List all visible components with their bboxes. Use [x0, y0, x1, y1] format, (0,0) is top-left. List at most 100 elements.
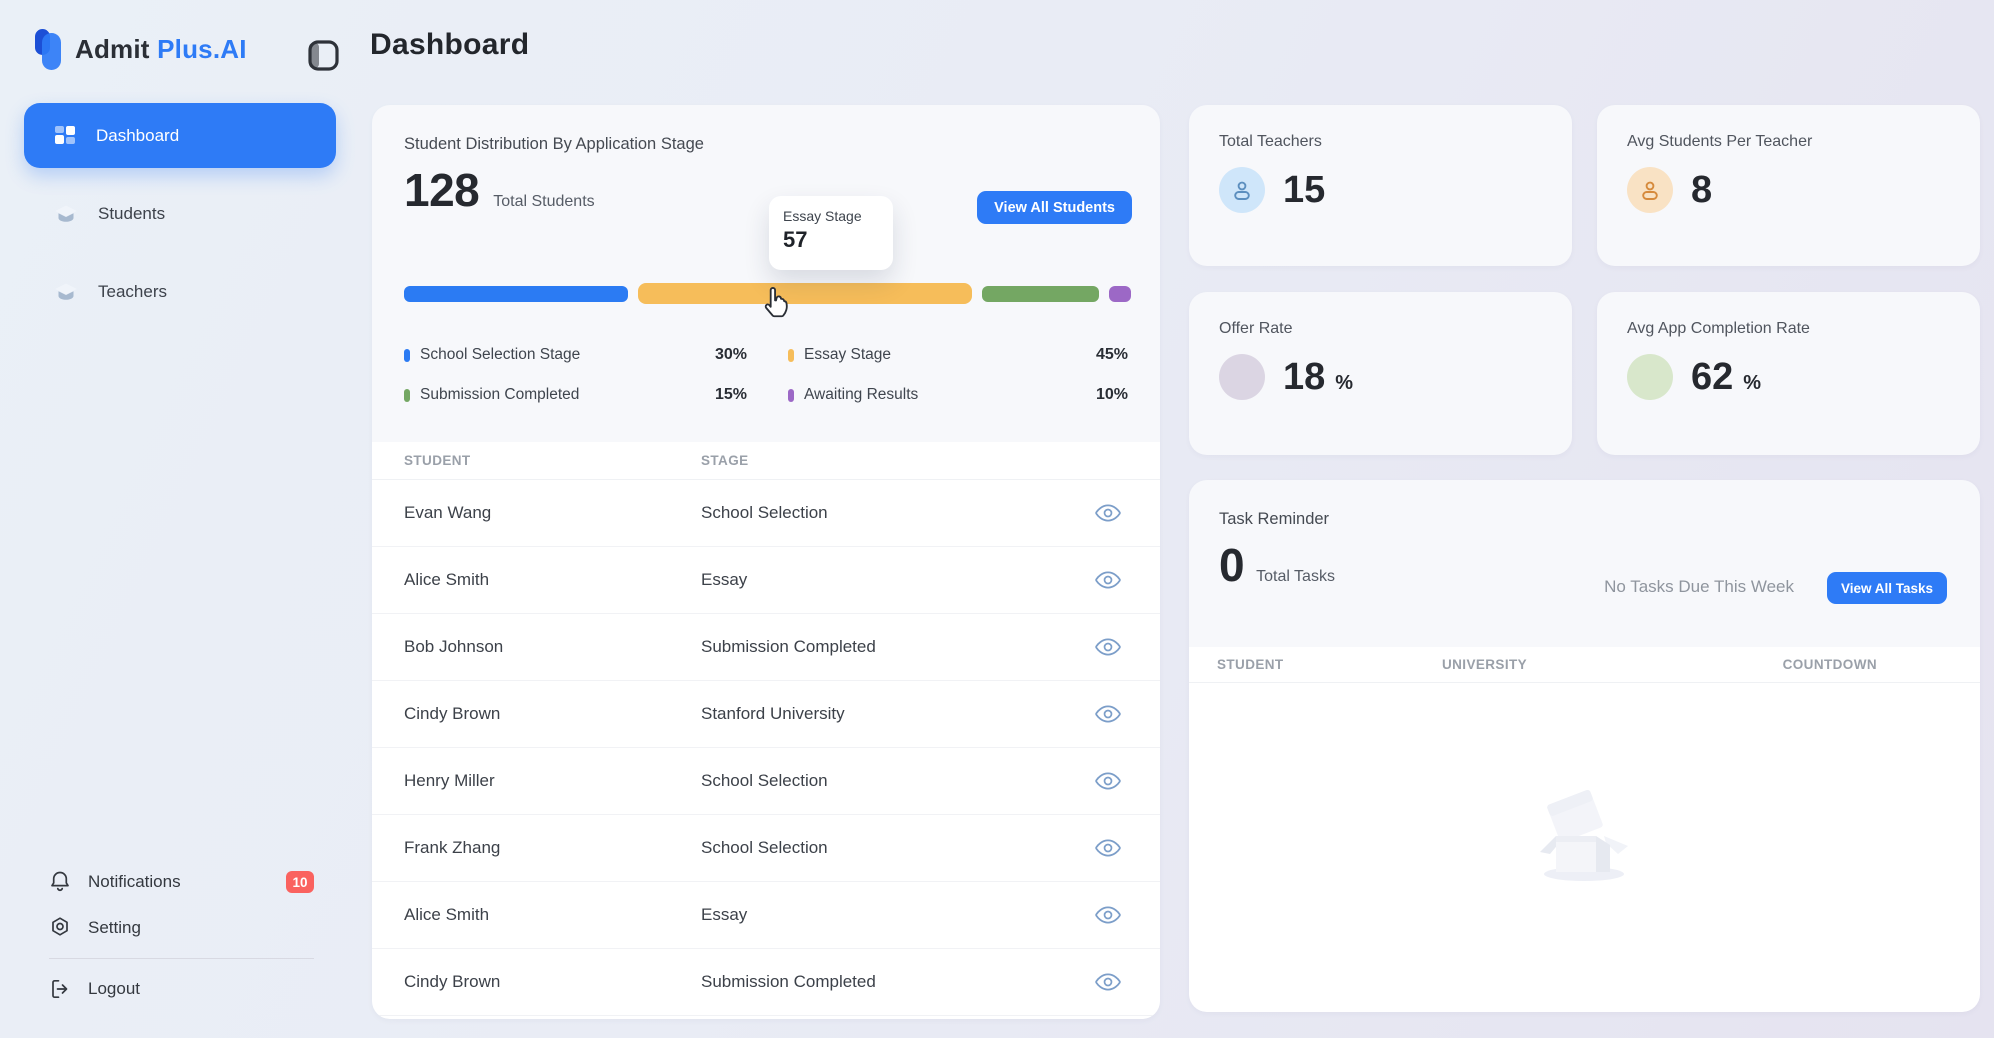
logout-icon: [52, 979, 68, 999]
view-all-students-button[interactable]: View All Students: [977, 191, 1132, 224]
view-student-button[interactable]: [1088, 694, 1128, 734]
teacher-icon-circle: [1219, 167, 1265, 213]
view-student-button[interactable]: [1088, 962, 1128, 1002]
task-reminder-card: Task Reminder 0 Total Tasks No Tasks Due…: [1189, 480, 1980, 1012]
sidebar-divider: [49, 958, 314, 959]
stat-card-avg-students-per-teacher: Avg Students Per Teacher 8: [1597, 105, 1980, 266]
sidebar-toggle-button[interactable]: [303, 40, 339, 71]
student-name: Cindy Brown: [404, 972, 501, 991]
sidebar-item-label: Logout: [88, 979, 140, 998]
student-stage: School Selection: [701, 771, 828, 790]
tooltip-label: Essay Stage: [783, 208, 862, 224]
sidebar-item-setting[interactable]: Setting: [49, 910, 314, 946]
student-name: Evan Wang: [404, 503, 492, 522]
view-student-button[interactable]: [1088, 627, 1128, 667]
bell-icon: [51, 871, 69, 892]
gear-icon: [52, 917, 68, 936]
sidebar-item-label: Notifications: [88, 872, 181, 891]
dashboard-grid-icon: [55, 125, 75, 144]
tooltip-value: 57: [783, 227, 808, 252]
completion-rate-circle: [1627, 354, 1673, 400]
eye-icon: [1095, 772, 1121, 790]
table-row: Alice Smith Essay: [372, 882, 1160, 949]
brand-logo: Admit Plus.AI: [33, 26, 247, 72]
total-tasks-value: 0: [1219, 539, 1245, 591]
offer-rate-circle: [1219, 354, 1265, 400]
sidebar-item-dashboard[interactable]: Dashboard: [24, 103, 336, 168]
view-student-button[interactable]: [1088, 761, 1128, 801]
sidebar: Admit Plus.AI Dashboard Students Teacher…: [0, 0, 360, 1038]
total-students-label: Total Students: [493, 193, 595, 210]
sidebar-item-students[interactable]: Students: [24, 184, 336, 244]
eye-icon: [1095, 504, 1121, 522]
view-student-button[interactable]: [1088, 493, 1128, 533]
tasks-empty-state: [1189, 683, 1980, 1012]
stage-distribution-bar: [404, 283, 1131, 304]
panel-left-icon: [308, 40, 339, 71]
eye-icon: [1095, 571, 1121, 589]
person-icon: [1642, 181, 1658, 200]
sidebar-item-logout[interactable]: Logout: [49, 971, 314, 1007]
tasks-table-header: STUDENT UNIVERSITY COUNTDOWN: [1189, 647, 1980, 683]
bar-segment-essay[interactable]: [638, 283, 972, 304]
mortarboard-icon: [55, 205, 77, 222]
table-row: Cindy Brown Submission Completed: [372, 949, 1160, 1016]
total-students: 128 Total Students: [404, 163, 595, 217]
student-stage: Essay: [701, 570, 748, 589]
student-name: Alice Smith: [404, 905, 490, 924]
table-row: Alice Smith Essay: [372, 547, 1160, 614]
view-student-button[interactable]: [1088, 560, 1128, 600]
table-row: Henry Miller School Selection: [372, 748, 1160, 815]
eye-icon: [1095, 839, 1121, 857]
students-table: STUDENT STAGE Evan Wang School Selection…: [372, 442, 1160, 1019]
sidebar-item-teachers[interactable]: Teachers: [24, 262, 336, 322]
eye-icon: [1095, 638, 1121, 656]
bar-segment-submission-completed[interactable]: [982, 285, 1099, 302]
total-tasks-label: Total Tasks: [1256, 568, 1335, 585]
page-title: Dashboard: [370, 28, 530, 61]
percent-suffix: %: [1335, 372, 1354, 394]
bar-segment-awaiting-results[interactable]: [1109, 285, 1131, 302]
no-tasks-note: No Tasks Due This Week: [1604, 577, 1794, 596]
sidebar-item-notifications[interactable]: Notifications 10: [49, 864, 314, 900]
table-row: Evan Wang School Selection: [372, 480, 1160, 547]
view-all-tasks-button[interactable]: View All Tasks: [1826, 572, 1947, 604]
total-students-value: 128: [404, 164, 480, 216]
student-stage: Essay: [701, 905, 748, 924]
bar-segment-school-selection[interactable]: [404, 285, 628, 302]
stat-card-avg-app-completion-rate: Avg App Completion Rate 62 %: [1597, 292, 1980, 455]
student-name: Bob Johnson: [404, 637, 504, 656]
eye-icon: [1095, 973, 1121, 991]
student-name: Henry Miller: [404, 771, 495, 790]
brand-name: Admit Plus.AI: [75, 33, 247, 64]
legend-dot: [788, 388, 794, 402]
table-row: Cindy Brown Stanford University: [372, 681, 1160, 748]
view-student-button[interactable]: [1088, 895, 1128, 935]
sidebar-item-label: Students: [98, 204, 166, 223]
legend-dot: [404, 388, 410, 402]
empty-box-icon: [1539, 789, 1628, 881]
stage-legend: School Selection Stage 30% Essay Stage 4…: [404, 345, 1128, 405]
task-card-title: Task Reminder: [1219, 510, 1330, 528]
distribution-card: Student Distribution By Application Stag…: [372, 105, 1160, 1019]
bar-tooltip: Essay Stage 57: [769, 196, 893, 270]
mortarboard-icon: [55, 283, 77, 300]
student-stage: Submission Completed: [701, 637, 876, 656]
stat-card-total-teachers: Total Teachers 15: [1189, 105, 1572, 266]
percent-suffix: %: [1743, 372, 1762, 394]
notifications-badge: 10: [286, 871, 314, 893]
view-student-button[interactable]: [1088, 828, 1128, 868]
legend-item: School Selection Stage 30%: [404, 345, 747, 365]
student-stage: School Selection: [701, 503, 828, 522]
student-stage: Submission Completed: [701, 972, 876, 991]
sidebar-item-label: Setting: [88, 918, 141, 937]
students-table-header: STUDENT STAGE: [372, 442, 1160, 480]
student-name: Alice Smith: [404, 570, 490, 589]
eye-icon: [1095, 705, 1121, 723]
student-name: Frank Zhang: [404, 838, 501, 857]
stat-card-offer-rate: Offer Rate 18 %: [1189, 292, 1572, 455]
eye-icon: [1095, 906, 1121, 924]
student-stage: Stanford University: [701, 704, 845, 723]
legend-dot: [788, 348, 794, 362]
legend-item: Submission Completed 15%: [404, 385, 747, 405]
